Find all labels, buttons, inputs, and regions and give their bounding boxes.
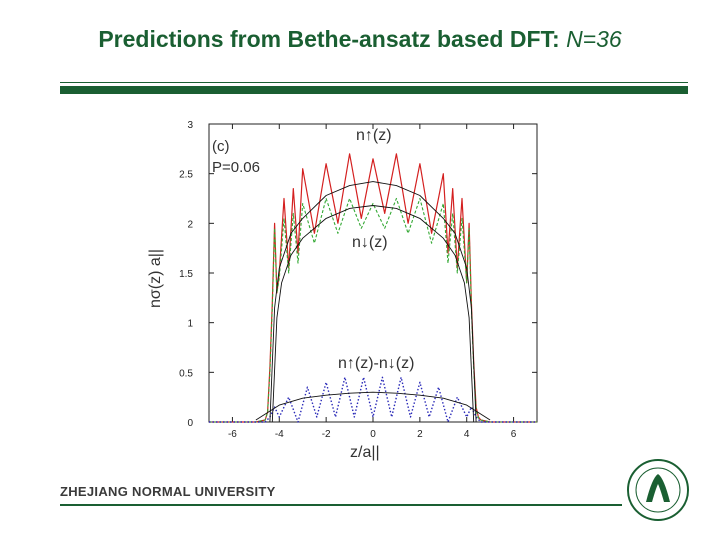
panel-label: (c) xyxy=(212,138,230,155)
y-axis-label: nσ(z) a|| xyxy=(147,249,164,308)
polarization-label: P=0.06 xyxy=(212,159,260,176)
ticks-group: -6 -4 -2 0 2 4 6 0 0.5 1 1.5 2 2.5 3 xyxy=(179,120,537,440)
university-seal-icon xyxy=(627,459,689,521)
slide-title-particle-number: N=36 xyxy=(566,26,622,52)
title-rule-thin xyxy=(60,82,688,83)
series-line-2 xyxy=(209,376,537,423)
x-tick-label: -6 xyxy=(228,429,237,440)
up-density-label: n↑(z) xyxy=(356,127,392,144)
series-line-1 xyxy=(209,197,537,423)
series-group xyxy=(209,153,537,423)
y-tick-label: 3 xyxy=(187,120,193,131)
series-line-3 xyxy=(269,181,477,423)
title-rule xyxy=(60,86,688,94)
series-line-5 xyxy=(255,391,491,421)
y-tick-label: 0 xyxy=(187,418,193,429)
x-axis-label: z/a|| xyxy=(350,444,380,461)
difference-label: n↑(z)-n↓(z) xyxy=(338,355,414,372)
slide-title-main: Predictions from Bethe-ansatz based DFT: xyxy=(98,26,567,52)
y-tick-label: 2 xyxy=(187,219,193,230)
x-tick-label: 2 xyxy=(417,429,423,440)
series-line-4 xyxy=(271,205,475,423)
slide-title: Predictions from Bethe-ansatz based DFT:… xyxy=(0,26,720,53)
series-line-0 xyxy=(209,153,537,423)
footer-rule xyxy=(60,504,622,506)
x-tick-label: -4 xyxy=(275,429,284,440)
y-tick-label: 1 xyxy=(187,319,193,330)
x-tick-label: 6 xyxy=(511,429,517,440)
y-tick-label: 2.5 xyxy=(179,170,193,181)
footer-university-name: ZHEJIANG NORMAL UNIVERSITY xyxy=(60,484,276,499)
y-tick-label: 1.5 xyxy=(179,269,193,280)
down-density-label: n↓(z) xyxy=(352,234,388,251)
y-tick-label: 0.5 xyxy=(179,368,193,379)
x-tick-label: 0 xyxy=(370,429,376,440)
x-tick-label: -2 xyxy=(322,429,331,440)
x-tick-label: 4 xyxy=(464,429,470,440)
